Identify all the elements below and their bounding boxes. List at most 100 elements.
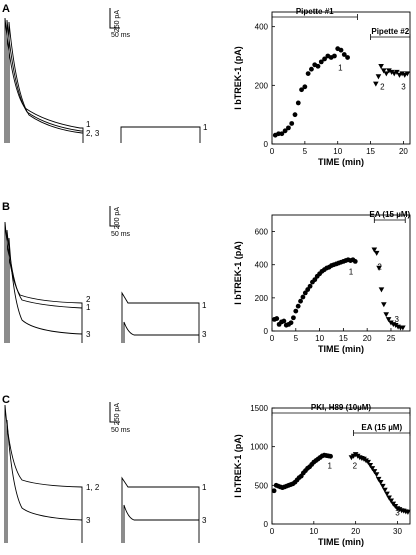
trace-b-left-2 bbox=[4, 221, 83, 343]
data-point-circle bbox=[302, 290, 308, 296]
y-tick-label: 400 bbox=[255, 23, 269, 32]
y-tick-label: 0 bbox=[264, 327, 269, 336]
data-point-triangle bbox=[375, 476, 382, 482]
data-point-triangle bbox=[376, 265, 382, 271]
trace-label-b-left-3: 3 bbox=[86, 330, 91, 339]
panel-label-a: A bbox=[2, 3, 10, 15]
data-point-triangle bbox=[371, 469, 378, 475]
data-point-triangle bbox=[386, 495, 392, 501]
x-axis-label: TIME (min) bbox=[318, 157, 364, 167]
data-point-circle bbox=[279, 131, 285, 137]
data-point-circle bbox=[292, 112, 298, 118]
data-point-triangle bbox=[384, 491, 390, 497]
y-tick-label: 0 bbox=[264, 140, 269, 149]
trace-c-right-3 bbox=[123, 504, 199, 543]
point-label: 3 bbox=[394, 315, 399, 324]
data-point-circle bbox=[298, 298, 303, 304]
x-tick-label: 15 bbox=[339, 334, 348, 343]
data-point-triangle bbox=[373, 250, 380, 256]
point-label: 3 bbox=[395, 508, 400, 517]
data-point-circle bbox=[318, 59, 324, 65]
trace-c-right-1 bbox=[121, 476, 200, 543]
scatter-plot-c: 0 10 20 30 0 500 1000 1500 TIME (min) I bTREK-1 (… bbox=[233, 403, 411, 547]
plot-frame bbox=[271, 214, 411, 332]
data-point-circle bbox=[345, 55, 350, 60]
x-tick-label: 0 bbox=[270, 147, 275, 156]
data-point-circle bbox=[274, 316, 280, 321]
data-point-triangle bbox=[377, 480, 384, 486]
data-point-triangle bbox=[394, 69, 400, 75]
data-point-circle bbox=[352, 259, 358, 264]
data-point-triangle bbox=[378, 287, 385, 293]
data-point-circle bbox=[307, 283, 313, 289]
x-tick-label: 20 bbox=[399, 147, 408, 156]
data-point-circle bbox=[305, 287, 311, 292]
data-point-triangle bbox=[383, 71, 390, 77]
data-point-triangle bbox=[385, 317, 392, 323]
data-point-circle bbox=[271, 488, 277, 494]
scale-current-c: 250 pA bbox=[114, 403, 121, 426]
trace-label-b-right-3: 3 bbox=[202, 330, 207, 339]
trace-a-left-2 bbox=[6, 19, 83, 143]
data-point-circle bbox=[341, 52, 347, 57]
panel-label-b: B bbox=[2, 201, 10, 213]
y-tick-label: 200 bbox=[255, 294, 269, 303]
point-label: 2 bbox=[353, 461, 358, 470]
data-point-circle bbox=[295, 303, 301, 309]
data-point-triangle bbox=[380, 483, 386, 489]
y-tick-label: 400 bbox=[255, 261, 269, 270]
trace-label-b-left-1: 1 bbox=[86, 303, 91, 312]
x-tick-label: 10 bbox=[333, 147, 342, 156]
x-tick-label: 25 bbox=[387, 334, 396, 343]
data-point-triangle bbox=[383, 312, 390, 318]
point-label: 2 bbox=[377, 263, 382, 272]
trace-label-b-left-2: 2 bbox=[86, 295, 91, 304]
y-tick-label: 200 bbox=[255, 81, 269, 90]
annotation-label: Pipette #1 bbox=[296, 7, 334, 16]
y-tick-label: 0 bbox=[264, 520, 269, 529]
data-point-triangle bbox=[380, 68, 387, 74]
data-point-triangle bbox=[369, 466, 376, 472]
data-point-circle bbox=[300, 294, 306, 300]
trace-label-c-right-3: 3 bbox=[202, 516, 207, 525]
trace-b-left-1 bbox=[6, 229, 83, 343]
trace-b-left-3 bbox=[8, 237, 83, 343]
x-tick-label: 0 bbox=[270, 527, 275, 536]
data-point-circle bbox=[295, 100, 301, 106]
trace-a-left-3 bbox=[8, 21, 83, 143]
trace-b-right-1 bbox=[121, 291, 200, 343]
data-point-triangle bbox=[404, 71, 411, 77]
panel-label-c: C bbox=[2, 394, 10, 406]
x-tick-label: 10 bbox=[315, 334, 324, 343]
trace-label-c-left-12: 1, 2 bbox=[86, 483, 100, 492]
x-tick-label: 10 bbox=[309, 527, 318, 536]
y-axis-label: I bTREK-1 (pA) bbox=[233, 46, 243, 110]
data-point-circle bbox=[302, 84, 308, 90]
data-point-circle bbox=[299, 87, 304, 93]
y-tick-label: 1500 bbox=[250, 404, 268, 413]
data-point-circle bbox=[293, 308, 299, 314]
data-point-circle bbox=[309, 66, 314, 72]
trace-label-a-left-1: 1 bbox=[86, 120, 91, 129]
data-point-circle bbox=[282, 128, 288, 134]
data-point-circle bbox=[338, 47, 344, 53]
data-point-circle bbox=[328, 453, 333, 459]
x-tick-label: 30 bbox=[393, 527, 402, 536]
plot-frame bbox=[271, 407, 411, 525]
trace-b-right-3 bbox=[123, 321, 199, 343]
annotation-label: Pipette #2 bbox=[371, 27, 409, 36]
data-point-circle bbox=[332, 53, 337, 59]
x-tick-label: 5 bbox=[303, 147, 308, 156]
data-point-triangle bbox=[405, 509, 411, 515]
trace-c-left-12 bbox=[4, 404, 83, 543]
data-point-triangle bbox=[365, 459, 371, 465]
scale-bar-a bbox=[109, 8, 120, 29]
point-label: 1 bbox=[349, 268, 354, 277]
data-point-circle bbox=[276, 131, 281, 137]
panel-b: B 200 pA 50 ms 2 1 3 1 3 0 5 10 15 20 25 0 200 4… bbox=[2, 201, 410, 354]
x-axis-label: TIME (min) bbox=[318, 344, 364, 354]
panel-c: C 250 pA 50 ms 1, 2 3 1 3 0 10 20 30 0 500 100… bbox=[2, 394, 411, 547]
data-point-triangle bbox=[367, 462, 374, 469]
